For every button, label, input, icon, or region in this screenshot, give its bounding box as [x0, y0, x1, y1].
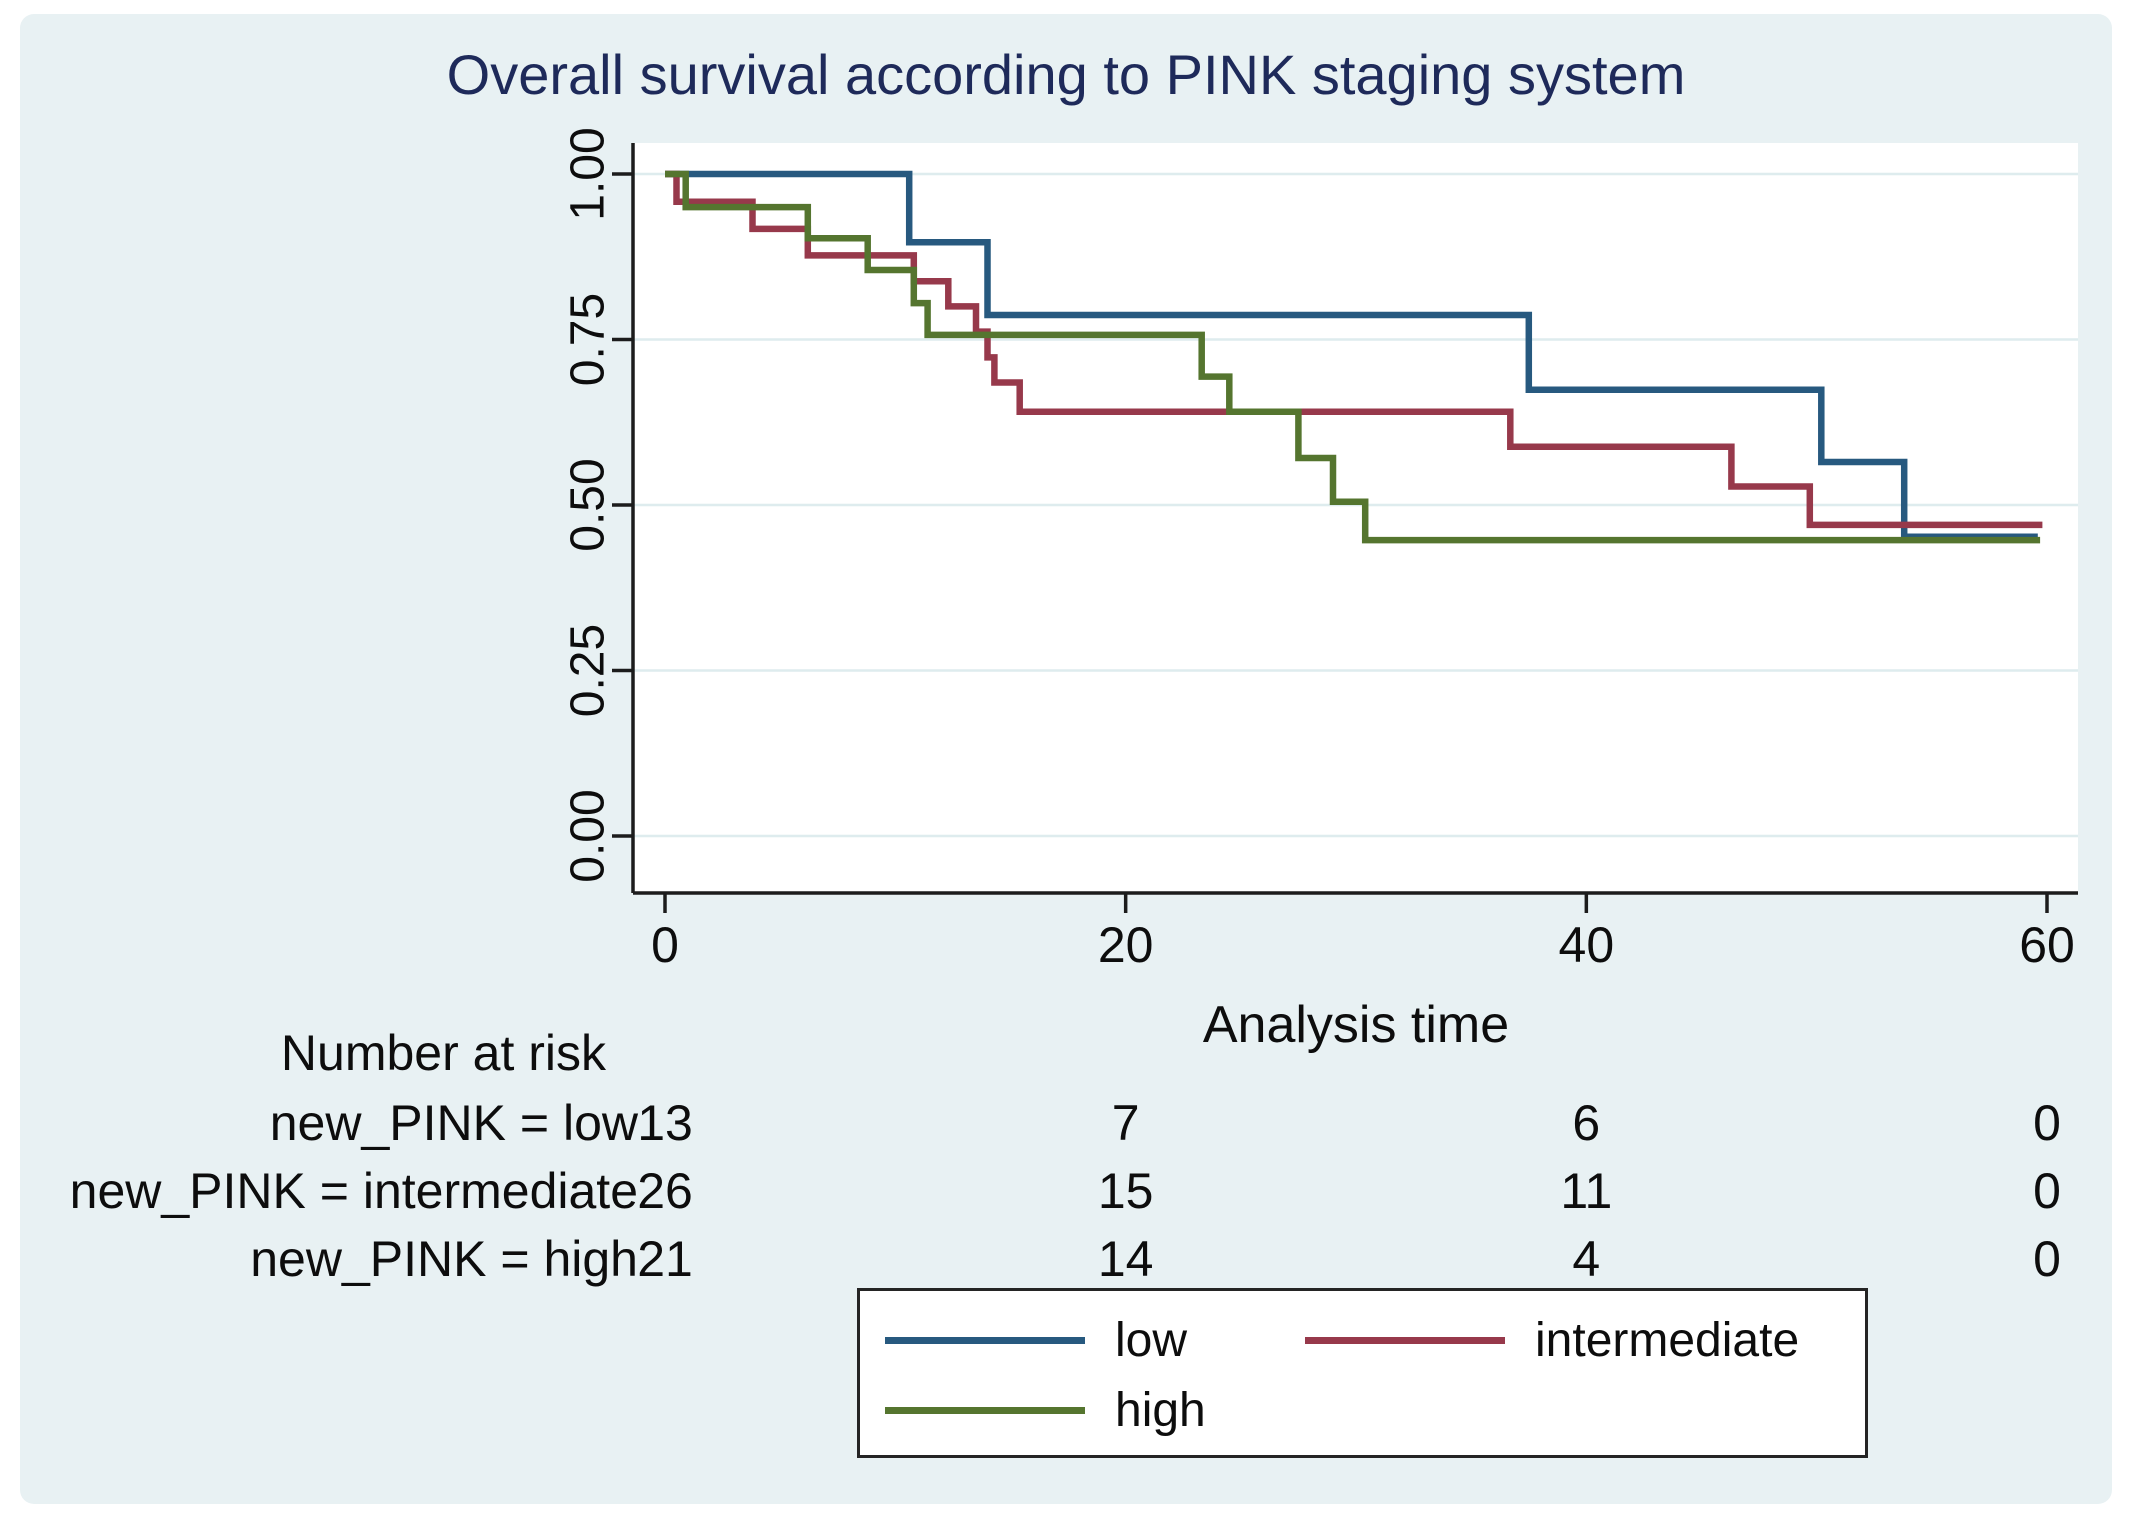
- y-tick-label: 0.00: [562, 789, 615, 882]
- risk-count: 7: [1111, 1095, 1140, 1151]
- survival-curve-high: [665, 170, 2041, 544]
- risk-count: 6: [1572, 1095, 1601, 1151]
- x-tick-label: 20: [1098, 917, 1154, 973]
- risk-table-header: Number at risk: [280, 1025, 606, 1081]
- x-axis-title: Analysis time: [1203, 996, 1509, 1054]
- legend-line-low: [885, 1337, 1085, 1344]
- y-tick-label: 0.25: [562, 624, 615, 717]
- x-tick-label: 0: [651, 917, 679, 973]
- risk-row-label: new_PINK = high: [250, 1231, 638, 1287]
- risk-count: 13: [637, 1095, 693, 1151]
- legend-line-high: [885, 1407, 1085, 1414]
- x-tick-label: 60: [2019, 917, 2075, 973]
- risk-count: 0: [2033, 1163, 2061, 1219]
- risk-count: 11: [1560, 1163, 1613, 1219]
- legend-label-low: low: [1115, 1314, 1188, 1367]
- survival-curve-intermediate: [665, 170, 2043, 529]
- risk-count: 15: [1097, 1163, 1154, 1219]
- risk-count: 0: [2033, 1095, 2061, 1151]
- x-tick-label: 40: [1559, 917, 1615, 973]
- risk-count: 14: [1097, 1231, 1154, 1287]
- chart-title: Overall survival according to PINK stagi…: [446, 43, 1686, 106]
- y-tick-label: 1.00: [562, 127, 615, 220]
- legend-label-high: high: [1115, 1384, 1206, 1437]
- risk-count: 21: [637, 1231, 693, 1287]
- legend: low intermediate high: [857, 1288, 1868, 1458]
- risk-row-label: new_PINK = intermediate: [69, 1163, 638, 1219]
- y-tick-label: 0.75: [562, 293, 615, 386]
- risk-count: 4: [1572, 1231, 1601, 1287]
- risk-count: 26: [637, 1163, 693, 1219]
- legend-line-intermediate: [1305, 1337, 1505, 1344]
- survival-curve-low: [665, 170, 2038, 541]
- y-tick-label: 0.50: [562, 458, 615, 551]
- legend-label-intermediate: intermediate: [1535, 1314, 1800, 1367]
- risk-count: 0: [2033, 1231, 2061, 1287]
- risk-row-label: new_PINK = low: [269, 1095, 638, 1151]
